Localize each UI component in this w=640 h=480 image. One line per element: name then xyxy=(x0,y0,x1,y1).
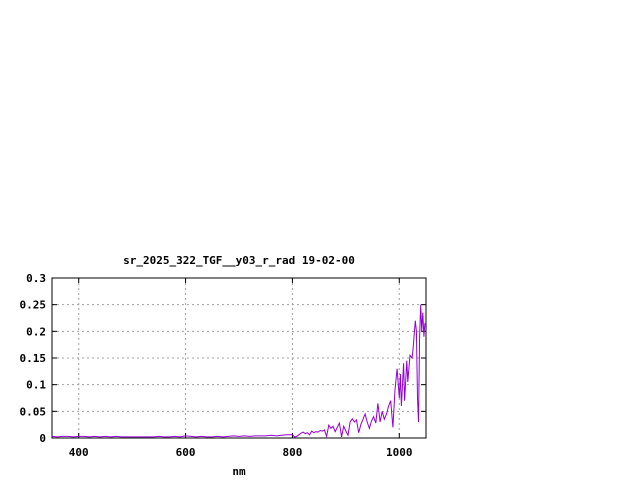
series-line xyxy=(51,304,426,439)
x-tick-label: 600 xyxy=(176,446,196,459)
series-group xyxy=(51,304,426,439)
x-tick-label: 400 xyxy=(69,446,89,459)
y-tick-label: 0.15 xyxy=(20,352,47,365)
ticks: 400 600 800 1000 0 0.05 0.1 0.15 0.2 0.25 0.3 xyxy=(20,272,426,459)
y-tick-label: 0.3 xyxy=(26,272,46,285)
y-tick-label: 0.2 xyxy=(26,325,46,338)
y-tick-label: 0.05 xyxy=(20,405,47,418)
x-axis-label: nm xyxy=(232,465,246,478)
y-tick-label: 0.25 xyxy=(20,299,47,312)
y-tick-label: 0.1 xyxy=(26,379,46,392)
y-tick-label: 0 xyxy=(39,432,46,445)
grid xyxy=(52,278,426,438)
x-tick-label: 1000 xyxy=(386,446,413,459)
x-tick-label: 800 xyxy=(282,446,302,459)
chart-title: sr_2025_322_TGF__y03_r_rad 19-02-00 xyxy=(123,254,355,267)
